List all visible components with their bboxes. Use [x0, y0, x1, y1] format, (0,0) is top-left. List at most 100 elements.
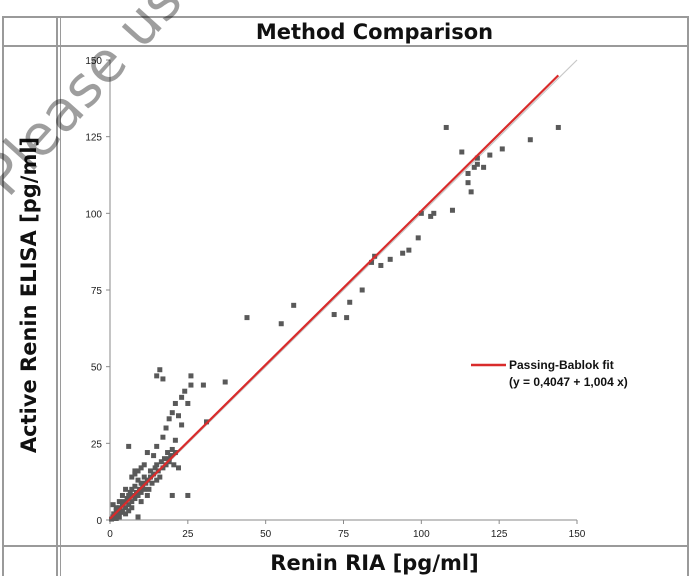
- data-point: [179, 394, 185, 400]
- data-point: [129, 505, 135, 511]
- y-tick-label: 125: [85, 133, 102, 144]
- data-point: [115, 511, 121, 517]
- data-point: [144, 477, 150, 483]
- data-point: [119, 502, 125, 508]
- data-point: [129, 499, 135, 505]
- data-point: [188, 373, 194, 379]
- frame-border-top: [2, 16, 689, 18]
- data-point: [449, 207, 455, 213]
- x-axis-title: Renin RIA [pg/ml]: [270, 551, 479, 575]
- data-point: [116, 505, 122, 511]
- data-point: [182, 388, 188, 394]
- data-point: [172, 400, 178, 406]
- data-point: [119, 508, 125, 514]
- data-point: [166, 416, 172, 422]
- data-point: [138, 465, 144, 471]
- y-axis-title: Active Renin ELISA [pg/ml]: [17, 136, 41, 454]
- data-point: [443, 124, 449, 130]
- data-point: [116, 499, 122, 505]
- data-point: [481, 164, 487, 170]
- data-point: [160, 376, 166, 382]
- data-point: [387, 256, 393, 262]
- data-point: [465, 170, 471, 176]
- data-point: [132, 496, 138, 502]
- data-point: [154, 462, 160, 468]
- data-point: [123, 505, 129, 511]
- y-axis-title-cell: Active Renin ELISA [pg/ml]: [2, 45, 56, 545]
- data-point: [169, 410, 175, 416]
- data-point: [151, 453, 157, 459]
- data-point: [465, 180, 471, 186]
- x-tick-label: 50: [260, 529, 272, 540]
- data-point: [141, 462, 147, 468]
- data-point: [555, 124, 561, 130]
- scatter-plot: 0 25 50 75 100 125 150 0 25 50 75 100 125 150 Passing-…: [85, 56, 628, 540]
- data-point: [406, 247, 412, 253]
- frame-border-label-column-2: [60, 16, 61, 576]
- data-point: [147, 468, 153, 474]
- data-point: [378, 262, 384, 268]
- data-point: [132, 468, 138, 474]
- data-point: [431, 210, 437, 216]
- data-point: [154, 373, 160, 379]
- data-point: [132, 483, 138, 489]
- data-point: [175, 465, 181, 471]
- x-tick-label: 25: [182, 529, 194, 540]
- data-point: [138, 480, 144, 486]
- data-point: [172, 450, 178, 456]
- data-point: [110, 502, 116, 508]
- data-point: [188, 382, 194, 388]
- data-point: [179, 422, 185, 428]
- data-point: [124, 496, 130, 502]
- data-point: [157, 367, 163, 373]
- data-point: [474, 155, 480, 161]
- data-point: [126, 502, 132, 508]
- legend-fit-label: Passing-Bablok fit: [509, 358, 614, 372]
- data-point: [147, 474, 153, 480]
- data-point: [165, 450, 171, 456]
- data-point: [151, 471, 157, 477]
- y-tick-label: 150: [85, 56, 102, 67]
- data-point: [200, 382, 206, 388]
- data-point: [291, 302, 297, 308]
- data-point: [113, 505, 119, 511]
- data-point: [331, 312, 337, 318]
- legend-fit-equation: (y = 0,4047 + 1,004 x): [509, 375, 628, 389]
- data-point: [471, 164, 477, 170]
- identity-line: [109, 59, 578, 521]
- y-tick-label: 0: [96, 516, 102, 527]
- x-tick-label: 150: [569, 529, 586, 540]
- data-point: [129, 474, 135, 480]
- data-point: [157, 474, 163, 480]
- data-point: [400, 250, 406, 256]
- data-point: [154, 443, 160, 449]
- data-point: [499, 146, 505, 152]
- data-point: [123, 511, 129, 517]
- frame-border-title-bottom: [2, 45, 689, 47]
- data-point: [185, 492, 191, 498]
- passing-bablok-fit-line: [109, 74, 560, 520]
- data-point: [474, 161, 480, 167]
- data-point: [129, 486, 135, 492]
- data-point: [146, 486, 152, 492]
- data-point: [154, 477, 160, 483]
- data-point: [169, 492, 175, 498]
- data-point: [428, 213, 434, 219]
- frame-border-label-column: [56, 16, 58, 576]
- data-point: [141, 486, 147, 492]
- data-point: [160, 434, 166, 440]
- data-point: [138, 489, 144, 495]
- data-point: [123, 486, 129, 492]
- data-point: [126, 492, 132, 498]
- y-tick-label: 50: [91, 363, 103, 374]
- data-point: [152, 465, 158, 471]
- data-point: [172, 437, 178, 443]
- data-point: [344, 315, 350, 321]
- data-point: [278, 321, 284, 327]
- data-point: [135, 468, 141, 474]
- data-point: [169, 446, 175, 452]
- data-point: [161, 456, 167, 462]
- data-point: [135, 514, 141, 520]
- data-point: [415, 235, 421, 241]
